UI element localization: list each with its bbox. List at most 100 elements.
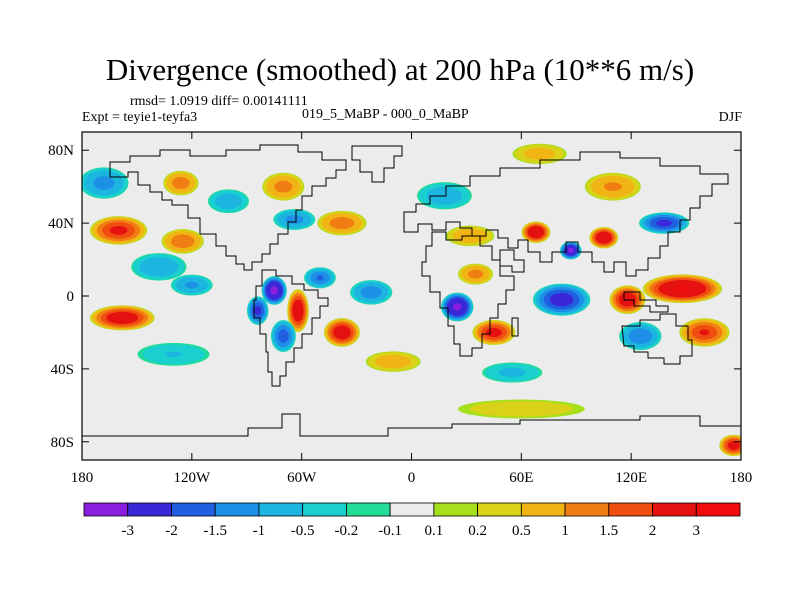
coast-madagascar (511, 317, 519, 337)
feature-c-america-min (261, 276, 287, 305)
contour-level (106, 311, 139, 324)
feature-s-pacific-min (137, 342, 210, 366)
feature-s-america-min-2 (270, 320, 296, 353)
divergence-field (82, 132, 741, 460)
contour-level (485, 327, 502, 338)
feature-alaska-max (163, 170, 199, 196)
y-tick-label: 80N (48, 143, 74, 159)
y-tick-label: 40S (51, 362, 74, 378)
feature-trop-pacific-max (89, 305, 155, 331)
contour-level (453, 303, 462, 311)
contour-level (604, 182, 622, 192)
contour-level (568, 247, 574, 254)
colorbar-label: -0.5 (291, 523, 315, 539)
season-label: DJF (718, 110, 742, 125)
feature-indian-min (532, 283, 591, 316)
contour-level (292, 299, 304, 322)
colorbar-box (477, 502, 522, 517)
feature-atlantic-max (323, 318, 360, 347)
coast-antarctica (82, 413, 741, 437)
colorbar-label: -1 (253, 523, 266, 539)
contour-level (109, 226, 128, 235)
contour-level (628, 328, 653, 344)
feature-n-america-max (262, 172, 305, 201)
contour-level (172, 176, 190, 190)
feature-arctic-max (512, 143, 567, 164)
feature-s-atlantic-max (365, 351, 421, 372)
contour-level (93, 176, 115, 190)
experiment-label: Expt = teyie1-teyfa3 (82, 110, 198, 125)
feature-s-america-min (304, 267, 336, 289)
contour-level (656, 219, 672, 227)
colorbar-box (564, 502, 610, 517)
chart-title: Divergence (smoothed) at 200 hPa (10**6 … (105, 52, 695, 87)
colorbar-label: 3 (693, 523, 701, 539)
feature-s-america-max (287, 289, 309, 333)
colorbar-label: 0.2 (468, 523, 487, 539)
contour-level (498, 368, 526, 377)
contour-level (375, 354, 412, 369)
feature-e-pacific-min-2 (170, 274, 213, 296)
contour-level (523, 148, 556, 160)
feature-ne-pacific-min (82, 167, 129, 199)
x-tick-label: 180 (730, 470, 753, 486)
feature-china-max (589, 226, 619, 249)
coast-arabia (499, 249, 525, 273)
y-tick-label: 80S (51, 435, 74, 451)
feature-atlantic-min (350, 280, 393, 305)
feature-n-atlantic-min (273, 208, 316, 230)
contour-level (468, 269, 484, 279)
coast-south-america (253, 269, 329, 387)
feature-asia-max (521, 221, 551, 243)
feature-s-indian-min (482, 362, 543, 383)
colorbar-box (171, 502, 216, 517)
map-axes: 180 120W 60W 0 60E 120E 180 80N 40N 0 40S 80S (48, 132, 752, 486)
colorbar-box (345, 502, 391, 517)
contour-level (274, 180, 293, 193)
contour-level (170, 234, 195, 249)
feature-africa-min (441, 292, 474, 322)
x-tick-label: 120E (615, 470, 647, 486)
diff-label: diff= 0.00141111 (211, 94, 308, 109)
contour-level (329, 216, 355, 230)
x-tick-label: 180 (71, 470, 94, 486)
feature-southern-ocean-max (457, 399, 585, 419)
colorbar-box (433, 502, 479, 517)
colorbar-box (608, 502, 653, 517)
contour-level (270, 286, 279, 295)
contour-level (674, 285, 691, 292)
feature-w-pacific-min (639, 212, 690, 234)
contour-level (214, 193, 242, 210)
y-tick-label: 40N (48, 216, 74, 232)
feature-n-america-min (207, 189, 249, 214)
colorbar-label: -3 (121, 523, 134, 539)
rmsd-label: rmsd= 1.0919 (130, 94, 208, 109)
feature-australia-min (619, 322, 662, 351)
colorbar-box (695, 502, 741, 517)
contour-level (316, 275, 324, 281)
contour-level (549, 292, 574, 307)
feature-e-pacific-min (131, 253, 187, 281)
coast-australia (621, 313, 693, 365)
feature-antarctic-margin-max (719, 434, 741, 457)
feature-n-pacific-max-2 (161, 229, 204, 254)
colorbar-label: -1.5 (203, 523, 227, 539)
contour-level (278, 329, 289, 343)
colorbar-label: 0.1 (424, 523, 443, 539)
colorbar-box (520, 502, 566, 517)
contour-level (527, 226, 545, 239)
contour-level (360, 286, 382, 299)
y-tick-label: 0 (67, 289, 75, 305)
colorbar-box (214, 502, 260, 517)
colorbar: -3 -2 -1.5 -1 -0.5 -0.2 -0.1 0.1 0.2 0.5 1 1.5 2 3 (83, 502, 741, 539)
feature-tibet-min (559, 241, 582, 260)
feature-w-pacific-max (642, 274, 723, 304)
contour-level (165, 351, 182, 358)
coast-europe-asia (403, 151, 729, 277)
x-tick-label: 0 (408, 470, 416, 486)
contour-level (254, 306, 262, 315)
feature-africa-max (458, 263, 494, 285)
feature-n-atlantic-max (317, 210, 367, 236)
feature-s-africa-max (472, 319, 516, 345)
x-tick-label: 60E (509, 470, 533, 486)
